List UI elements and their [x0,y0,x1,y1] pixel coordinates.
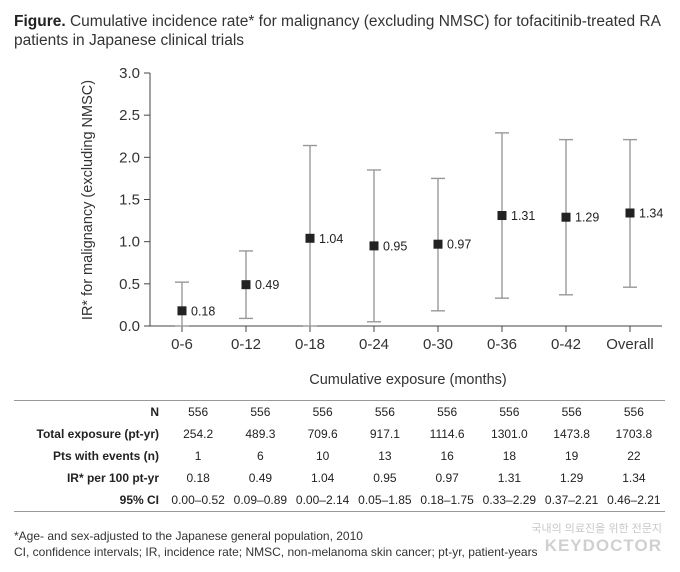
table-cell: 1.04 [310,471,335,485]
table-cell: 0.97 [435,471,459,485]
table-cell: 0.46–2.21 [602,489,665,512]
data-label: 0.18 [191,304,215,318]
x-tick-label: 0-6 [171,336,193,353]
footnote-abbreviations: CI, confidence intervals; IR, incidence … [14,545,538,559]
data-label: 0.97 [447,238,471,252]
y-tick-label: 0.0 [119,318,140,335]
table-cell: 1.29 [559,471,584,485]
table-cell: 1301.0 [491,427,528,441]
table-cell: 0.00–2.14 [291,489,354,512]
y-axis-title: IR* for malignancy (excluding NMSC) [80,80,96,320]
x-tick-label: Overall [606,336,654,353]
figure-title: Figure. Cumulative incidence rate* for m… [14,12,664,50]
table-cell: 0.49 [248,471,273,485]
x-axis-title: Cumulative exposure (months) [309,372,506,388]
table-cell: 6 [257,449,264,463]
table-cell: 0.33–2.29 [478,489,541,512]
chart-marks: 0.18 0.49 1.04 0.95 0.97 1.31 1.29 1.34 [175,132,663,327]
table-cell: 556 [167,400,230,423]
data-point [433,239,443,249]
table-cell: 0.37–2.21 [540,489,603,512]
table-cell: 1.34 [622,471,646,485]
y-tick-label: 1.5 [119,192,140,209]
table-cell: 556 [602,400,665,423]
data-label: 1.29 [575,211,599,225]
data-point [241,280,251,290]
table-cell: 1 [194,449,202,463]
x-tick-label: 0-12 [231,336,261,353]
watermark: 국내의 의료진을 위한 전문지 KEYDOCTOR [531,520,662,556]
table-row: IR* per 100 pt-yr 0.18 0.49 1.04 0.95 0.97 1.3… [14,467,665,489]
data-point [369,241,379,251]
data-point [497,211,507,221]
y-tick-label: 3.0 [119,65,140,82]
table-cell: 254.2 [183,427,214,441]
table-cell: 709.6 [307,427,338,441]
y-tick-label: 1.0 [119,234,140,251]
table-cell: 0.05–1.85 [353,489,416,512]
exposure-table-body: N 556 556 556 556 556 556 556 556 Total exposure … [14,400,665,512]
footnote-adjustment: *Age- and sex-adjusted to the Japanese g… [14,529,363,543]
figure-title-prefix: Figure. [14,13,66,30]
table-row: Pts with events (n) 1 6 10 13 16 18 19 22 [14,445,665,467]
x-tick-label: 0-36 [487,336,517,353]
table-cell: 1473.8 [553,427,590,441]
exposure-table: N 556 556 556 556 556 556 556 556 Total exposure … [14,400,665,512]
x-tick-label: 0-24 [359,336,389,353]
y-tick-label: 2.0 [119,149,140,166]
watermark-tagline: 국내의 의료진을 위한 전문지 [531,523,662,535]
row-header: IR* per 100 pt-yr [66,471,159,485]
x-tick-label: 0-18 [295,336,325,353]
table-cell: 917.1 [369,427,400,441]
data-point [177,306,187,316]
figure-title-text: Cumulative incidence rate* for malignanc… [14,13,661,49]
table-cell: 0.95 [373,471,397,485]
table-cell: 556 [416,400,479,423]
table-cell: 556 [353,400,416,423]
data-label: 1.34 [639,206,663,220]
table-cell: 18 [502,449,517,463]
table-cell: 10 [315,449,330,463]
table-row: Total exposure (pt-yr) 254.2 489.3 709.6 917… [14,423,665,445]
row-header: Total exposure (pt-yr) [36,427,159,441]
table-cell: 0.00–0.52 [167,489,230,512]
data-label: 0.95 [383,239,407,253]
table-cell: 1703.8 [615,427,653,441]
y-tick-label: 0.5 [119,276,140,293]
table-cell: 16 [440,449,454,463]
table-cell: 556 [229,400,292,423]
table-cell: 556 [540,400,603,423]
x-tick-label: 0-42 [551,336,581,353]
table-cell: 556 [291,400,354,423]
table-cell: 1114.6 [429,427,465,441]
table-cell: 489.3 [245,427,276,441]
row-header: 95% CI [14,489,167,512]
row-header: N [14,400,167,423]
data-point [625,208,635,218]
table-cell: 0.09–0.89 [229,489,292,512]
y-axis: 0.0 0.5 1.0 1.5 2.0 2.5 3.0 [119,65,151,335]
table-row: N 556 556 556 556 556 556 556 556 [14,400,665,423]
y-tick-label: 2.5 [119,107,140,124]
table-cell: 0.18 [186,471,210,485]
x-tick-label: 0-30 [423,336,453,353]
table-cell: 0.18–1.75 [416,489,479,512]
table-cell: 556 [478,400,541,423]
data-label: 1.31 [511,209,535,223]
data-label: 0.49 [255,278,279,292]
data-label: 1.04 [319,232,343,246]
table-row: 95% CI 0.00–0.52 0.09–0.89 0.00–2.14 0.05–1.… [14,489,665,512]
data-point [561,212,571,222]
table-cell: 13 [378,449,392,463]
table-cell: 22 [627,449,641,463]
incidence-chart: 0.0 0.5 1.0 1.5 2.0 2.5 3.0 0-6 0-12 0-18 0-24 0-3… [80,65,663,388]
table-cell: 1.31 [497,471,522,485]
row-header: Pts with events (n) [52,449,159,463]
data-point [305,233,315,243]
watermark-logo: KEYDOCTOR [544,536,662,555]
table-cell: 19 [564,449,579,463]
footnotes: *Age- and sex-adjusted to the Japanese g… [14,528,538,560]
x-axis: 0-6 0-12 0-18 0-24 0-30 0-36 0-42 Overall [150,325,662,353]
